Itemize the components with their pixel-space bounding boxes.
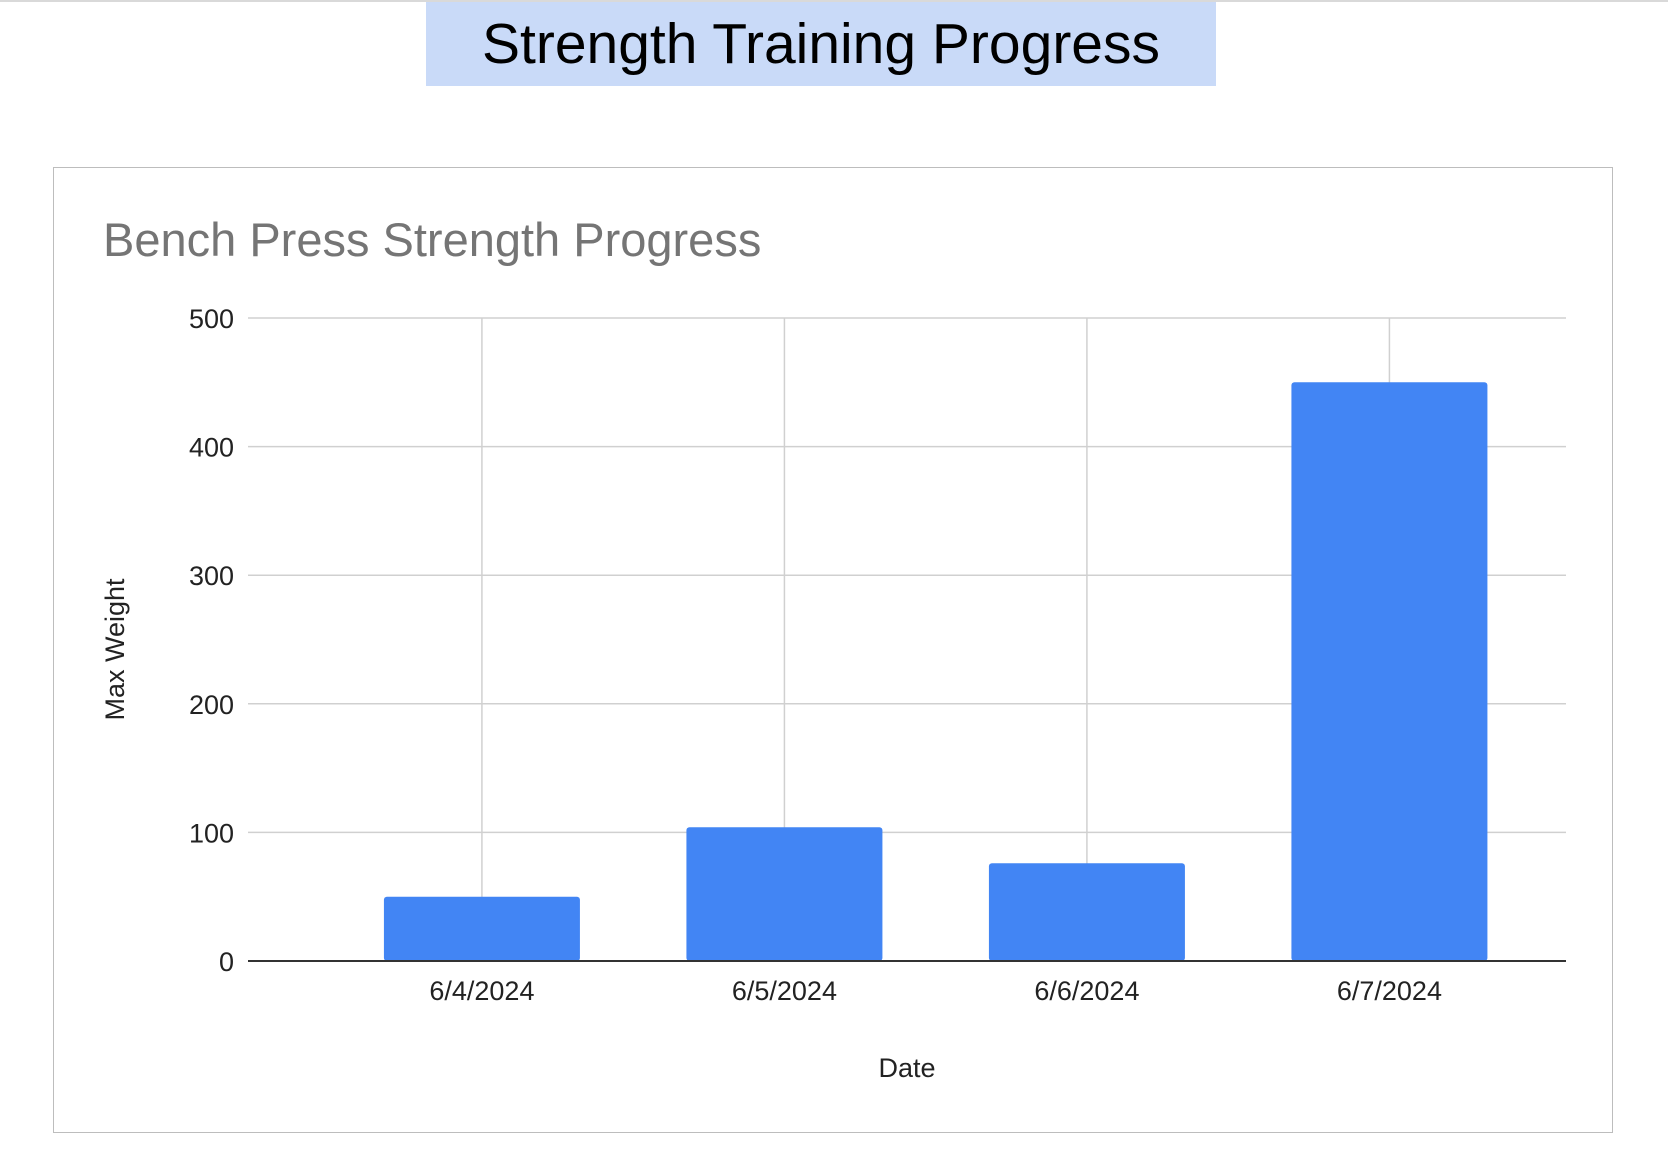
x-axis-label: Date [878,1053,935,1083]
y-tick-label: 100 [189,818,234,848]
slide-title: Strength Training Progress [426,2,1216,86]
bar-6-5-2024 [686,827,883,961]
y-axis-label: Max Weight [100,578,130,721]
bar-6-4-2024 [383,896,580,961]
y-tick-label: 300 [189,561,234,591]
y-tick-label: 200 [189,690,234,720]
chart-title: Bench Press Strength Progress [103,213,761,266]
x-tick-label: 6/4/2024 [429,976,534,1006]
bar-6-6-2024 [988,863,1185,961]
y-tick-label: 500 [189,304,234,334]
x-tick-label: 6/7/2024 [1337,976,1442,1006]
y-tick-label: 400 [189,433,234,463]
x-tick-label: 6/5/2024 [732,976,837,1006]
x-tick-label: 6/6/2024 [1034,976,1139,1006]
bar-chart: Bench Press Strength Progress 0 100 200 300 4… [100,213,1566,1083]
bar-6-7-2024 [1291,382,1488,961]
chart-frame: Bench Press Strength Progress 0 100 200 300 4… [53,167,1613,1133]
y-tick-label: 0 [219,947,234,977]
